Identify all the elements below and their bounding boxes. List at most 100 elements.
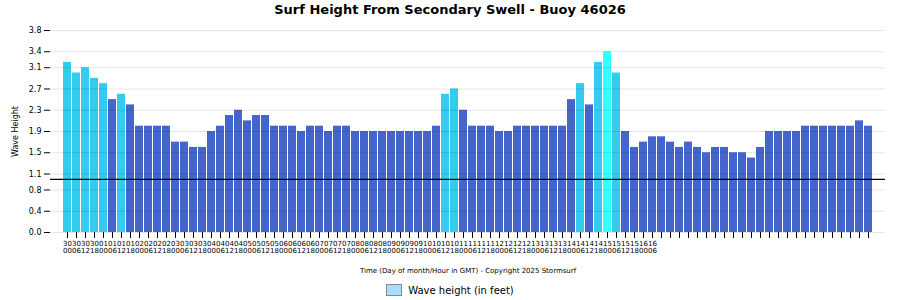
- svg-text:0312: 0312: [189, 240, 198, 255]
- html-text:12: 12: [297, 247, 306, 256]
- html-text:Wave height (in feet): Wave height (in feet): [408, 284, 514, 296]
- html-text:11: 11: [468, 240, 477, 249]
- svg-text:1012: 1012: [441, 240, 450, 255]
- html-text:08: 08: [360, 240, 369, 249]
- svg-text:1518: 1518: [630, 240, 639, 255]
- html-text:12: 12: [504, 240, 513, 249]
- svg-text:0500: 0500: [243, 240, 252, 255]
- svg-text:0712: 0712: [333, 240, 342, 255]
- svg-text:1118: 1118: [486, 240, 495, 255]
- html-text:06: 06: [180, 247, 189, 256]
- html-text:04: 04: [225, 240, 234, 249]
- svg-text:0512: 0512: [261, 240, 270, 255]
- html-text:14: 14: [576, 240, 585, 249]
- svg-text:0.8: 0.8: [29, 186, 42, 195]
- html-text:02: 02: [144, 240, 153, 249]
- svg-text:3012: 3012: [81, 240, 90, 255]
- svg-text:0800: 0800: [351, 240, 360, 255]
- svg-text:0518: 0518: [270, 240, 279, 255]
- svg-text:0.4: 0.4: [29, 207, 42, 216]
- svg-text:1218: 1218: [522, 240, 531, 255]
- html-text:14: 14: [567, 240, 576, 249]
- html-text:Surf Height From Secondary Swe: Surf Height From Secondary Swell - Buoy …: [274, 2, 626, 17]
- svg-text:Time (Day of month/Hour in GMT: Time (Day of month/Hour in GMT) - Copyri…: [359, 267, 577, 275]
- html-text:06: 06: [252, 247, 261, 256]
- svg-text:3.4: 3.4: [29, 47, 42, 56]
- html-text:30: 30: [72, 240, 81, 249]
- html-text:06: 06: [324, 247, 333, 256]
- svg-text:1212: 1212: [513, 240, 522, 255]
- svg-text:1.1: 1.1: [29, 170, 42, 179]
- html-text:06: 06: [279, 240, 288, 249]
- svg-text:1500: 1500: [603, 240, 612, 255]
- html-text:04: 04: [216, 240, 225, 249]
- svg-text:0218: 0218: [162, 240, 171, 255]
- svg-text:1318: 1318: [558, 240, 567, 255]
- svg-text:1100: 1100: [459, 240, 468, 255]
- html-text:06: 06: [576, 247, 585, 256]
- svg-text:3000: 3000: [63, 240, 72, 255]
- html-text:14: 14: [585, 240, 594, 249]
- html-text:06: 06: [396, 247, 405, 256]
- html-text:00: 00: [279, 247, 288, 256]
- svg-text:0100: 0100: [99, 240, 108, 255]
- html-text:06: 06: [432, 247, 441, 256]
- html-text:00: 00: [207, 247, 216, 256]
- svg-text:2.7: 2.7: [29, 85, 42, 94]
- html-text:06: 06: [216, 247, 225, 256]
- html-text:06: 06: [360, 247, 369, 256]
- svg-text:1200: 1200: [495, 240, 504, 255]
- svg-text:0112: 0112: [117, 240, 126, 255]
- html-text:03: 03: [180, 240, 189, 249]
- html-text:05: 05: [252, 240, 261, 249]
- svg-text:1312: 1312: [549, 240, 558, 255]
- html-text:18: 18: [306, 247, 315, 256]
- svg-text:3.8: 3.8: [29, 26, 42, 35]
- html-text:06: 06: [108, 247, 117, 256]
- html-text:04: 04: [234, 240, 243, 249]
- svg-text:0.0: 0.0: [29, 228, 42, 237]
- svg-text:1300: 1300: [531, 240, 540, 255]
- html-text:10: 10: [432, 240, 441, 249]
- html-text:06: 06: [468, 247, 477, 256]
- svg-text:3018: 3018: [90, 240, 99, 255]
- html-text:12: 12: [225, 247, 234, 256]
- svg-text:0300: 0300: [171, 240, 180, 255]
- html-text:06: 06: [540, 247, 549, 256]
- svg-text:0200: 0200: [135, 240, 144, 255]
- html-text:13: 13: [540, 240, 549, 249]
- html-text:06: 06: [288, 240, 297, 249]
- svg-text:3.1: 3.1: [29, 63, 42, 72]
- svg-text:0818: 0818: [378, 240, 387, 255]
- svg-text:0912: 0912: [405, 240, 414, 255]
- html-text:04: 04: [207, 240, 216, 249]
- svg-text:0900: 0900: [387, 240, 396, 255]
- svg-text:1.5: 1.5: [29, 148, 42, 157]
- svg-text:1.9: 1.9: [29, 127, 42, 136]
- svg-text:0212: 0212: [153, 240, 162, 255]
- html-text:07: 07: [324, 240, 333, 249]
- svg-text:1112: 1112: [477, 240, 486, 255]
- svg-text:0318: 0318: [198, 240, 207, 255]
- html-text:01: 01: [108, 240, 117, 249]
- svg-text:0918: 0918: [414, 240, 423, 255]
- svg-text:0812: 0812: [369, 240, 378, 255]
- svg-text:1018: 1018: [450, 240, 459, 255]
- html-text:06: 06: [504, 247, 513, 256]
- html-text:06: 06: [306, 240, 315, 249]
- svg-text:1512: 1512: [621, 240, 630, 255]
- html-text:06: 06: [297, 240, 306, 249]
- svg-text:1606: 1606: [648, 240, 657, 255]
- html-text:06: 06: [72, 247, 81, 256]
- svg-text:2.3: 2.3: [29, 106, 42, 115]
- html-text:06: 06: [288, 247, 297, 256]
- svg-text:Wave Height: Wave Height: [11, 106, 20, 157]
- svg-text:0118: 0118: [126, 240, 135, 255]
- svg-text:0700: 0700: [315, 240, 324, 255]
- svg-text:0718: 0718: [342, 240, 351, 255]
- html-text:00: 00: [567, 247, 576, 256]
- svg-text:1000: 1000: [423, 240, 432, 255]
- html-text:06: 06: [144, 247, 153, 256]
- html-text:09: 09: [396, 240, 405, 249]
- html-text:18: 18: [234, 247, 243, 256]
